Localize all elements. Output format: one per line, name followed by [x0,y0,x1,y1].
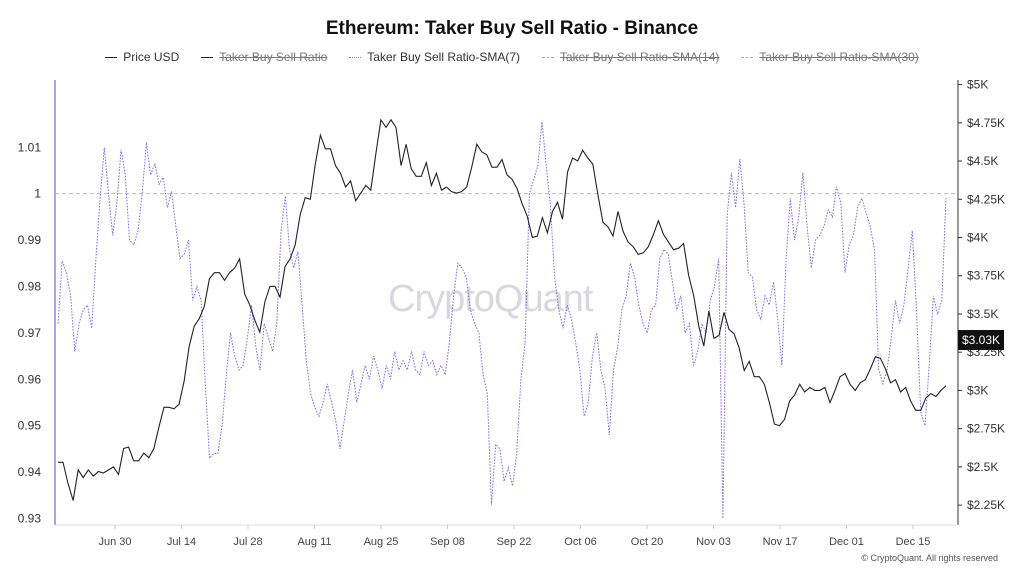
legend-item-price[interactable]: Price USD [105,50,179,64]
right-tick-label: $4.5K [967,154,998,168]
right-tick-label: $4K [967,231,988,245]
right-tick-label: $4.25K [967,192,1005,206]
left-tick-label: 1 [34,187,41,201]
legend-item-sma7[interactable]: Taker Buy Sell Ratio-SMA(7) [349,50,520,64]
legend-label: Taker Buy Sell Ratio [219,50,328,64]
legend: Price USD Taker Buy Sell Ratio Taker Buy… [0,50,1024,64]
left-tick-label: 0.99 [18,233,42,247]
legend-label: Taker Buy Sell Ratio-SMA(30) [759,50,919,64]
sma7-line [57,121,947,519]
legend-item-sma14[interactable]: Taker Buy Sell Ratio-SMA(14) [542,50,719,64]
legend-swatch-dashed [741,56,754,58]
legend-swatch-solid [105,56,118,58]
right-tick-label: $2.5K [967,460,998,474]
chart-title: Ethereum: Taker Buy Sell Ratio - Binance [325,18,699,39]
x-tick-label: Jun 30 [98,536,131,548]
x-tick-label: Sep 22 [497,536,532,548]
right-tick-label: $3K [967,383,988,397]
right-tick-label: $3.5K [967,307,998,321]
left-tick-label: 0.96 [18,372,42,386]
x-tick-label: Sep 08 [430,536,465,548]
copyright: © CryptoQuant. All rights reserved [861,553,998,563]
legend-label: Taker Buy Sell Ratio-SMA(7) [367,50,520,64]
left-tick-label: 0.98 [18,279,42,293]
left-tick-label: 0.97 [18,326,42,340]
right-tick-label: $3.75K [967,269,1005,283]
left-tick-label: 0.94 [18,465,42,479]
legend-label: Price USD [123,50,180,64]
legend-swatch-solid [201,56,214,58]
x-tick-label: Nov 03 [696,536,731,548]
left-tick-label: 0.93 [18,512,42,526]
x-tick-label: Jul 28 [233,536,262,548]
x-tick-label: Dec 01 [829,536,864,548]
legend-swatch-dotted [349,56,362,58]
left-tick-label: 0.95 [18,419,42,433]
legend-label: Taker Buy Sell Ratio-SMA(14) [560,50,720,64]
x-tick-label: Oct 06 [564,536,596,548]
x-tick-label: Aug 25 [364,536,399,548]
legend-item-ratio[interactable]: Taker Buy Sell Ratio [201,50,327,64]
price-line [58,118,947,501]
legend-swatch-dashed [542,56,554,58]
x-tick-label: Jul 14 [167,536,196,548]
right-tick-label: $4.75K [967,116,1005,130]
right-tick-label: $2.25K [967,498,1005,512]
right-tick-label: $2.75K [967,422,1005,436]
x-tick-label: Oct 20 [631,536,663,548]
left-tick-label: 1.01 [18,140,42,154]
price-badge: $3.03K [958,330,1005,350]
x-tick-label: Aug 11 [297,536,331,548]
right-tick-label: $5K [967,78,988,92]
legend-item-sma30[interactable]: Taker Buy Sell Ratio-SMA(30) [741,50,919,64]
x-tick-label: Dec 15 [896,536,931,548]
x-tick-label: Nov 17 [763,536,798,548]
